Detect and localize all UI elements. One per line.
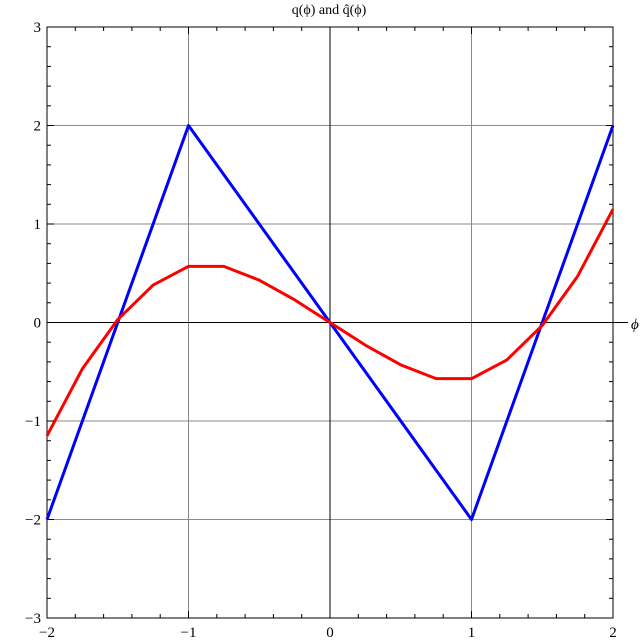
q-hat-series-line: [45, 208, 615, 437]
series-group: [45, 124, 615, 521]
x-tick-label: 1: [468, 625, 476, 641]
y-tick-label: 2: [34, 119, 42, 135]
x-tick-label: 0: [326, 625, 334, 641]
x-tick-label: −1: [181, 625, 197, 641]
y-tick-label: −3: [25, 611, 41, 627]
y-tick-label: 3: [34, 20, 42, 36]
y-tick-label: −1: [25, 414, 41, 430]
y-tick-label: −2: [25, 513, 41, 529]
chart-title: q(ϕ) and q̂(ϕ): [292, 3, 367, 18]
x-axis-label: ϕ: [631, 317, 639, 333]
x-tick-label: 2: [609, 625, 617, 641]
y-tick-label: 1: [34, 217, 42, 233]
x-tick-label: −2: [39, 625, 55, 641]
y-tick-label: 0: [34, 316, 42, 332]
